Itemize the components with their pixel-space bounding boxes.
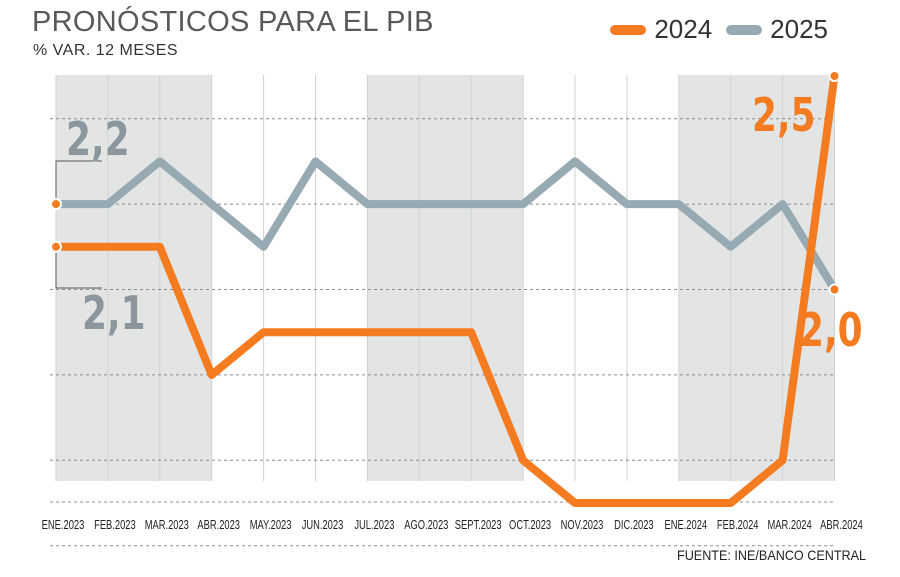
legend-item-2025: 2025 [726,14,828,45]
data-point-2024-abr.2024 [828,70,841,82]
legend-swatch-2025 [726,24,763,35]
chart-subtitle: % VAR. 12 MESES [33,42,179,59]
x-tick-label: SEPT.2023 [455,519,502,533]
x-tick-label: MAY.2023 [250,519,292,533]
x-tick-label: ENE.2023 [42,519,85,533]
x-tick-label: NOV.2023 [561,519,604,533]
x-tick-label: AGO.2023 [404,519,448,533]
chart-title: PRONÓSTICOS PARA EL PIB [32,6,434,38]
shaded-band [419,75,472,481]
annotation-leader-2025 [55,160,102,205]
shaded-band [471,75,524,481]
x-tick-label: OCT.2023 [509,519,551,533]
data-point-2024-ene.2023 [50,240,62,253]
x-tick-label: DIC.2023 [614,519,653,533]
data-point-2025-ene.2023 [50,198,62,211]
data-label-2024-first: 2,1 [82,287,146,341]
shaded-band [367,75,420,481]
legend-item-2024: 2024 [610,14,712,45]
x-tick-label: ENE.2024 [664,519,707,533]
x-tick-label: ABR.2023 [197,519,240,533]
legend: 2024 2025 [610,14,828,45]
x-tick-label: ABR.2024 [820,519,863,533]
source-note: FUENTE: INE/BANCO CENTRAL [676,547,866,563]
series-line-2024 [52,72,839,507]
shaded-band [730,75,783,481]
legend-label-2025: 2025 [770,14,828,44]
series-line-2025 [52,157,839,294]
legend-swatch-2024 [610,24,647,35]
x-tick-label: JUN.2023 [302,519,344,533]
x-tick-label: MAR.2023 [145,519,189,533]
shaded-band [159,75,212,481]
legend-label-2024: 2024 [654,14,713,44]
data-label-2025-last: 2,0 [799,304,863,358]
x-tick-label: MAR.2024 [768,519,812,533]
data-label-2024-last: 2,5 [752,89,816,143]
annotation-leader-2024 [55,246,102,289]
data-point-2025-abr.2024 [828,283,841,296]
x-tick-label: JUL.2023 [354,519,394,533]
x-tick-label: FEB.2024 [717,519,759,533]
shaded-band [678,75,731,481]
shaded-band [56,75,108,481]
x-tick-label: FEB.2023 [94,519,136,533]
shaded-band [107,75,160,481]
data-label-2025-first: 2,2 [66,113,130,167]
